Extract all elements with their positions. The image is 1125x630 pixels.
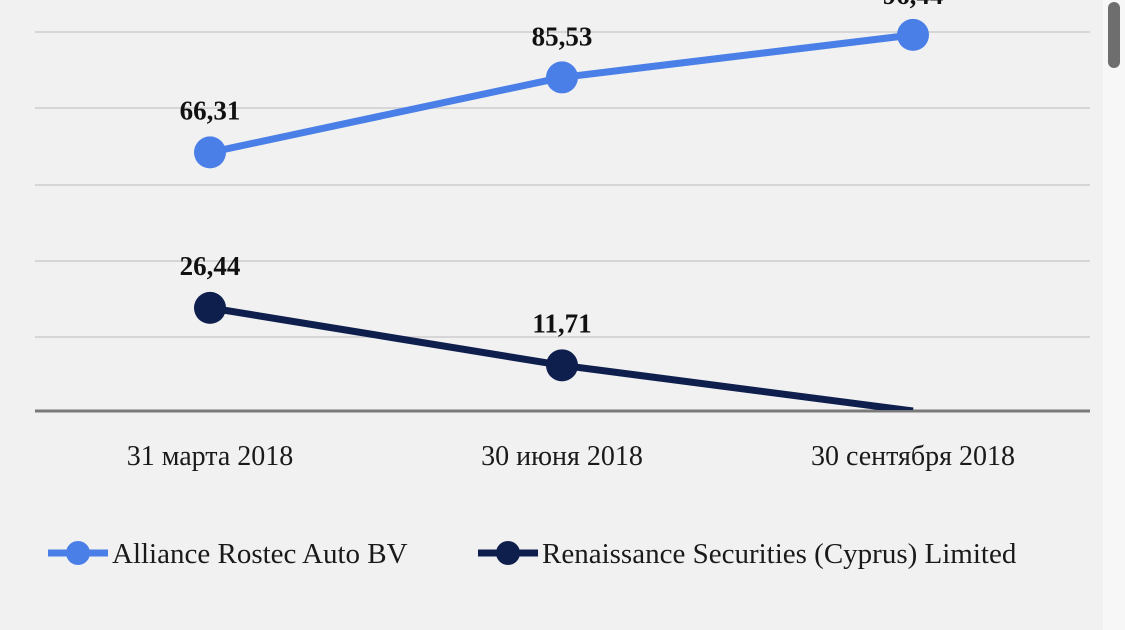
series-group bbox=[194, 18, 929, 410]
scrollbar-thumb[interactable] bbox=[1108, 2, 1120, 68]
legend: Alliance Rostec Auto BV Renaissance Secur… bbox=[48, 538, 1017, 570]
data-point-0-0 bbox=[194, 136, 226, 169]
data-label-0-0: 66,31 bbox=[180, 95, 241, 125]
data-labels: 66,31 85,53 96,44 26,44 11,71 bbox=[180, 0, 944, 338]
x-tick-label-2: 30 сентября 2018 bbox=[811, 441, 1015, 472]
data-point-0-2 bbox=[897, 18, 929, 51]
x-tick-labels: 31 марта 2018 30 июня 2018 30 сентября 201… bbox=[127, 441, 1015, 472]
data-point-0-1 bbox=[546, 61, 578, 94]
data-label-0-1: 85,53 bbox=[532, 21, 593, 51]
data-label-0-2: 96,44 bbox=[883, 0, 944, 10]
legend-label-1: Renaissance Securities (Cyprus) Limited bbox=[542, 538, 1017, 570]
data-point-1-1 bbox=[546, 349, 578, 382]
scrollbar-track[interactable] bbox=[1103, 0, 1125, 630]
x-tick-label-0: 31 марта 2018 bbox=[127, 441, 294, 472]
x-tick-label-1: 30 июня 2018 bbox=[481, 441, 643, 472]
series-line-0 bbox=[209, 31, 914, 156]
data-point-1-0 bbox=[194, 291, 226, 324]
legend-marker-0 bbox=[66, 541, 90, 565]
data-label-1-0: 26,44 bbox=[180, 251, 241, 281]
legend-marker-1 bbox=[496, 541, 520, 565]
data-label-1-1: 11,71 bbox=[532, 308, 591, 338]
legend-label-0: Alliance Rostec Auto BV bbox=[112, 538, 408, 570]
